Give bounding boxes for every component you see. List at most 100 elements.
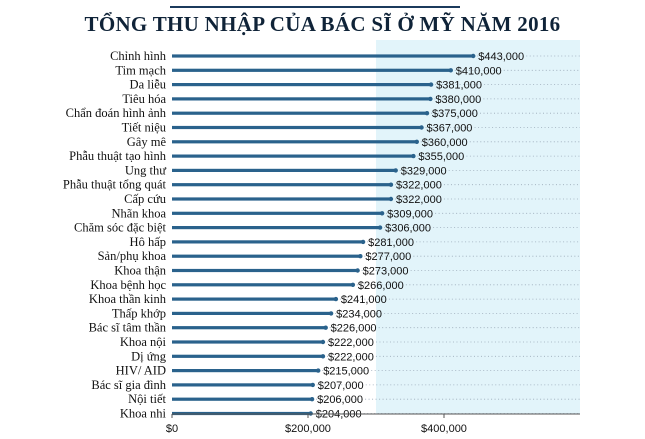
category-label-4: Chẩn đoán hình ảnh <box>66 106 167 120</box>
bar-22 <box>172 369 319 373</box>
bar-4 <box>172 111 427 115</box>
category-label-21: Dị ứng <box>131 349 167 363</box>
category-label-10: Cấp cứu <box>124 192 167 206</box>
bar-end-dot-23 <box>310 382 315 388</box>
bar-15 <box>172 268 358 273</box>
bar-end-dot-13 <box>360 239 366 245</box>
category-label-20: Khoa nội <box>120 335 167 349</box>
category-label-16: Khoa bệnh học <box>90 278 166 292</box>
bar-end-dot-20 <box>320 339 326 345</box>
value-label-16: $266,000 <box>358 280 404 292</box>
value-label-9: $322,000 <box>396 180 442 192</box>
bar-end-dot-16 <box>350 282 356 287</box>
value-label-18: $234,000 <box>336 308 382 320</box>
bar-end-dot-14 <box>358 254 363 259</box>
bar-20 <box>172 340 323 344</box>
value-label-8: $329,000 <box>401 165 447 177</box>
value-label-6: $360,000 <box>422 137 468 149</box>
bar-9 <box>172 183 391 187</box>
value-label-1: $410,000 <box>456 65 502 77</box>
value-label-5: $367,000 <box>427 123 473 135</box>
value-label-15: $273,000 <box>363 266 409 278</box>
value-label-14: $277,000 <box>365 251 411 263</box>
category-label-23: Bác sĩ gia đình <box>91 378 166 392</box>
bar-16 <box>172 283 353 287</box>
bar-end-dot-21 <box>320 354 326 359</box>
category-label-5: Tiết niệu <box>122 121 167 135</box>
value-label-4: $375,000 <box>432 108 478 120</box>
value-label-10: $322,000 <box>396 194 442 206</box>
bar-end-dot-6 <box>414 139 419 144</box>
category-label-7: Phẫu thuật tạo hình <box>69 149 167 163</box>
bar-13 <box>172 240 364 244</box>
category-label-12: Chăm sóc đặc biệt <box>74 221 167 235</box>
bar-end-dot-4 <box>424 111 430 116</box>
bar-3 <box>172 97 431 101</box>
category-label-13: Hô hấp <box>130 235 166 249</box>
bar-end-dot-0 <box>471 53 476 59</box>
category-label-11: Nhãn khoa <box>112 206 167 220</box>
value-label-17: $241,000 <box>341 294 387 306</box>
category-label-19: Bác sĩ tâm thần <box>89 321 167 335</box>
x-tick-label-1: $200,000 <box>285 423 331 435</box>
value-label-13: $281,000 <box>368 237 414 249</box>
category-label-8: Ung thư <box>125 163 167 177</box>
bar-10 <box>172 197 391 201</box>
bar-11 <box>172 211 383 215</box>
bar-14 <box>172 254 361 258</box>
value-label-20: $222,000 <box>328 337 374 349</box>
bar-21 <box>172 354 323 358</box>
value-label-22: $215,000 <box>323 366 369 378</box>
category-label-9: Phẫu thuật tổng quát <box>63 178 167 192</box>
value-label-11: $309,000 <box>387 208 433 220</box>
value-label-0: $443,000 <box>478 51 524 63</box>
x-tick-label-0: $0 <box>166 423 178 435</box>
bar-19 <box>172 326 326 330</box>
value-label-3: $380,000 <box>435 94 481 106</box>
category-label-22: HIV/ AID <box>116 364 166 378</box>
bar-6 <box>172 140 417 144</box>
x-tick-label-2: $400,000 <box>421 423 467 435</box>
value-label-19: $226,000 <box>331 323 377 335</box>
bar-end-dot-18 <box>328 311 334 316</box>
chart-title: TỔNG THU NHẬP CỦA BÁC SĨ Ở MỸ NĂM 2016 <box>84 12 561 36</box>
category-label-24: Nội tiết <box>128 392 166 406</box>
value-label-24: $206,000 <box>317 394 363 406</box>
bar-end-dot-12 <box>377 225 383 230</box>
value-label-23: $207,000 <box>318 380 364 392</box>
bar-7 <box>172 154 414 158</box>
bar-12 <box>172 226 381 230</box>
bar-end-dot-2 <box>428 82 434 87</box>
bar-end-dot-24 <box>309 397 315 402</box>
bar-17 <box>172 297 336 301</box>
bar-end-dot-10 <box>388 196 394 202</box>
category-label-2: Da liễu <box>130 78 167 92</box>
bar-23 <box>172 383 313 387</box>
bar-end-dot-8 <box>393 168 398 173</box>
category-label-15: Khoa thận <box>114 264 166 278</box>
title-rule <box>170 6 460 8</box>
bar-5 <box>172 125 422 130</box>
value-label-2: $381,000 <box>436 80 482 92</box>
category-label-25: Khoa nhi <box>120 407 167 421</box>
bar-end-dot-5 <box>419 125 424 130</box>
category-label-17: Khoa thần kinh <box>89 292 167 306</box>
bar-18 <box>172 311 332 315</box>
category-label-14: Sản/phụ khoa <box>98 249 167 263</box>
bar-end-dot-22 <box>316 368 321 373</box>
bar-end-dot-19 <box>323 325 328 330</box>
bar-end-dot-7 <box>411 153 416 159</box>
category-label-1: Tim mạch <box>115 63 166 77</box>
value-label-21: $222,000 <box>328 351 374 363</box>
highlight-band <box>376 40 580 414</box>
value-label-12: $306,000 <box>385 223 431 235</box>
bar-end-dot-9 <box>388 182 394 187</box>
bar-1 <box>172 68 451 72</box>
bar-0 <box>172 54 474 58</box>
bar-2 <box>172 83 432 87</box>
category-label-6: Gây mê <box>127 135 167 149</box>
bar-24 <box>172 397 313 401</box>
category-label-18: Thấp khớp <box>112 306 166 320</box>
bar-end-dot-1 <box>448 68 453 73</box>
